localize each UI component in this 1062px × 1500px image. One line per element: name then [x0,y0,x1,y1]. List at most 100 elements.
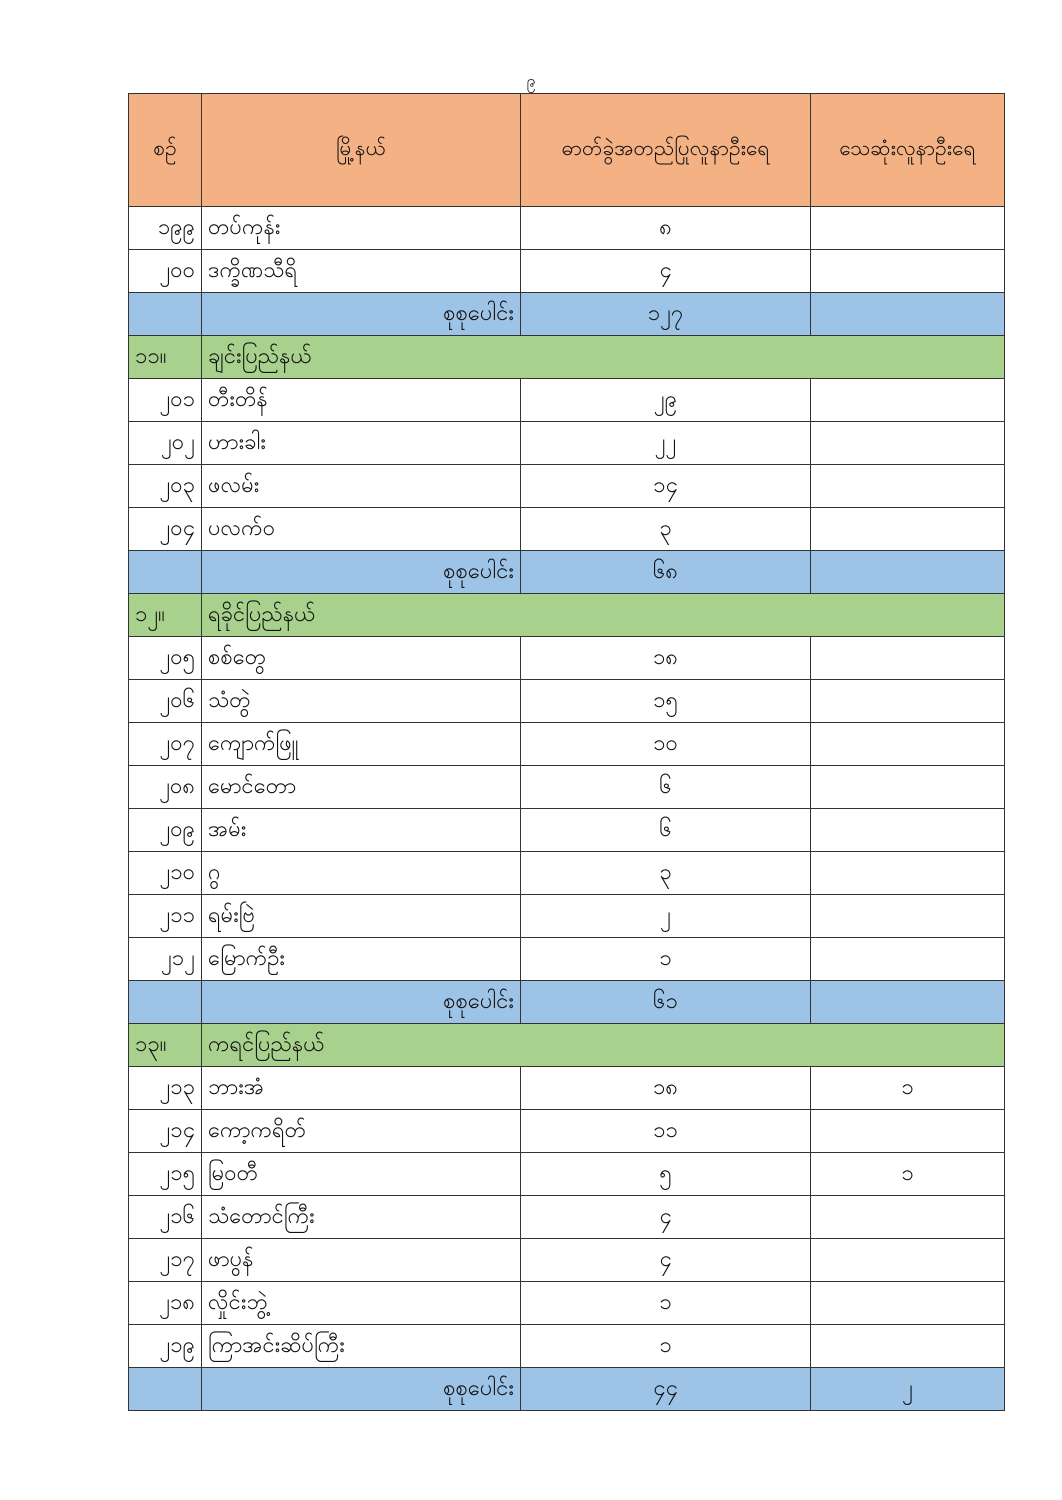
state-name-cell: ချင်းပြည်နယ် [201,335,1005,379]
seq-cell: ၂၀၆ [128,679,202,723]
township-cell: ဒက္ခိဏသီရိ [201,249,521,293]
confirmed-cell: ၁ [520,1324,811,1368]
column-header-township: မြို့နယ် [201,93,521,207]
seq-cell: ၂၁၅ [128,1152,202,1196]
confirmed-cell: ၂၂ [520,421,811,465]
table-row: ၂၁၅ မြဝတီ၅၁ [128,1152,1005,1196]
table-row: ၂၁၀ ဂွ၃ [128,851,1005,895]
deaths-cell [810,679,1005,723]
township-cell: မြောက်ဦး [201,937,521,981]
deaths-cell [810,421,1005,465]
seq-cell: ၂၁၈ [128,1281,202,1325]
seq-cell: ၂၁၃ [128,1066,202,1110]
deaths-cell [810,464,1005,508]
deaths-cell [810,1238,1005,1282]
deaths-cell [810,765,1005,809]
total-deaths-cell [810,292,1005,336]
seq-cell: ၂၀၀ [128,249,202,293]
total-confirmed-cell: ၁၂၇ [520,292,811,336]
table-row: ၂၀၅ စစ်တွေ ၁၈ [128,636,1005,680]
deaths-cell [810,378,1005,422]
table-row: ၂၀၈ မောင်တော၆ [128,765,1005,809]
state-group-row: ၁၃။ ကရင်ပြည်နယ် [128,1023,1005,1067]
column-header-seq: စဉ် [128,93,202,207]
seq-cell: ၂၁၄ [128,1109,202,1153]
township-cell: လှိုင်းဘွဲ့ [201,1281,521,1325]
confirmed-cell: ၂၉ [520,378,811,422]
confirmed-cell: ၃ [520,507,811,551]
township-cell: ဘားအံ [201,1066,521,1110]
table-row: ၂၁၁ ရမ်းဗြဲ၂ [128,894,1005,938]
total-row: စုစုပေါင်း ၁၂၇ [128,292,1005,336]
deaths-cell: ၁ [810,1152,1005,1196]
total-row: စုစုပေါင်း ၄၄၂ [128,1367,1005,1411]
seq-cell: ၂၀၉ [128,808,202,852]
seq-cell: ၂၀၂ [128,421,202,465]
township-cell: အမ်း [201,808,521,852]
seq-cell: ၂၀၄ [128,507,202,551]
total-row: စုစုပေါင်း ၆၁ [128,980,1005,1024]
table-row: ၂၀၂ ဟားခါး ၂၂ [128,421,1005,465]
seq-cell: ၂၁၇ [128,1238,202,1282]
table-row: ၂၀၉ အမ်း၆ [128,808,1005,852]
seq-cell: ၂၁၀ [128,851,202,895]
deaths-cell [810,1195,1005,1239]
township-cell: ဖာပွန် [201,1238,521,1282]
township-cell: စစ်တွေ [201,636,521,680]
township-cell: ဟားခါး [201,421,521,465]
table-row: ၂၀၃ ဖလမ်း ၁၄ [128,464,1005,508]
table-row: ၂၀၀ ဒက္ခိဏသီရိ၄ [128,249,1005,293]
table-row: ၂၁၇ ဖာပွန်၄ [128,1238,1005,1282]
table-row: ၂၁၈ လှိုင်းဘွဲ့၁ [128,1281,1005,1325]
table-row: ၂၀၇ ကျောက်ဖြူ ၁၀ [128,722,1005,766]
confirmed-cell: ၂ [520,894,811,938]
state-group-row: ၁၁။ ချင်းပြည်နယ် [128,335,1005,379]
confirmed-cell: ၅ [520,1152,811,1196]
seq-cell: ၂၀၁ [128,378,202,422]
state-name-cell: ရခိုင်ပြည်နယ် [201,593,1005,637]
table-row: ၁၉၉ တပ်ကုန်း၈ [128,206,1005,250]
township-cell: တပ်ကုန်း [201,206,521,250]
total-label: စုစုပေါင်း [201,292,521,336]
total-confirmed-cell: ၆၈ [520,550,811,594]
deaths-cell [810,206,1005,250]
deaths-cell [810,507,1005,551]
total-label: စုစုပေါင်း [201,1367,521,1411]
deaths-cell [810,1109,1005,1153]
deaths-cell [810,636,1005,680]
deaths-cell [810,808,1005,852]
page-number: ၉ [526,71,536,90]
confirmed-cell: ၆ [520,765,811,809]
deaths-cell: ၁ [810,1066,1005,1110]
township-cell: ကျောက်ဖြူ [201,722,521,766]
deaths-cell [810,1324,1005,1368]
seq-cell: ၂၁၁ [128,894,202,938]
seq-cell [128,550,202,594]
total-deaths-cell: ၂ [810,1367,1005,1411]
deaths-cell [810,851,1005,895]
township-cell: ပလက်ဝ [201,507,521,551]
township-cell: ကြာအင်းဆိပ်ကြီး [201,1324,521,1368]
confirmed-cell: ၁ [520,937,811,981]
deaths-cell [810,1281,1005,1325]
table-row: ၂၁၉ ကြာအင်းဆိပ်ကြီး၁ [128,1324,1005,1368]
confirmed-cell: ၈ [520,206,811,250]
confirmed-cell: ၆ [520,808,811,852]
township-cell: သံတွဲ [201,679,521,723]
column-header-deaths: သေဆုံးလူနာဦးရေ [810,93,1005,207]
confirmed-cell: ၄ [520,249,811,293]
total-row: စုစုပေါင်း ၆၈ [128,550,1005,594]
total-deaths-cell [810,550,1005,594]
seq-cell: ၂၁၉ [128,1324,202,1368]
seq-cell [128,1367,202,1411]
confirmed-cell: ၁၅ [520,679,811,723]
township-cell: တီးတိန် [201,378,521,422]
confirmed-cell: ၃ [520,851,811,895]
deaths-cell [810,937,1005,981]
confirmed-cell: ၁၁ [520,1109,811,1153]
table-row: ၂၁၃ ဘားအံ ၁၈၁ [128,1066,1005,1110]
table-row: ၂၀၄ ပလက်ဝ၃ [128,507,1005,551]
table-row: ၂၁၂ မြောက်ဦး၁ [128,937,1005,981]
group-seq-cell: ၁၂။ [128,593,202,637]
total-confirmed-cell: ၆၁ [520,980,811,1024]
